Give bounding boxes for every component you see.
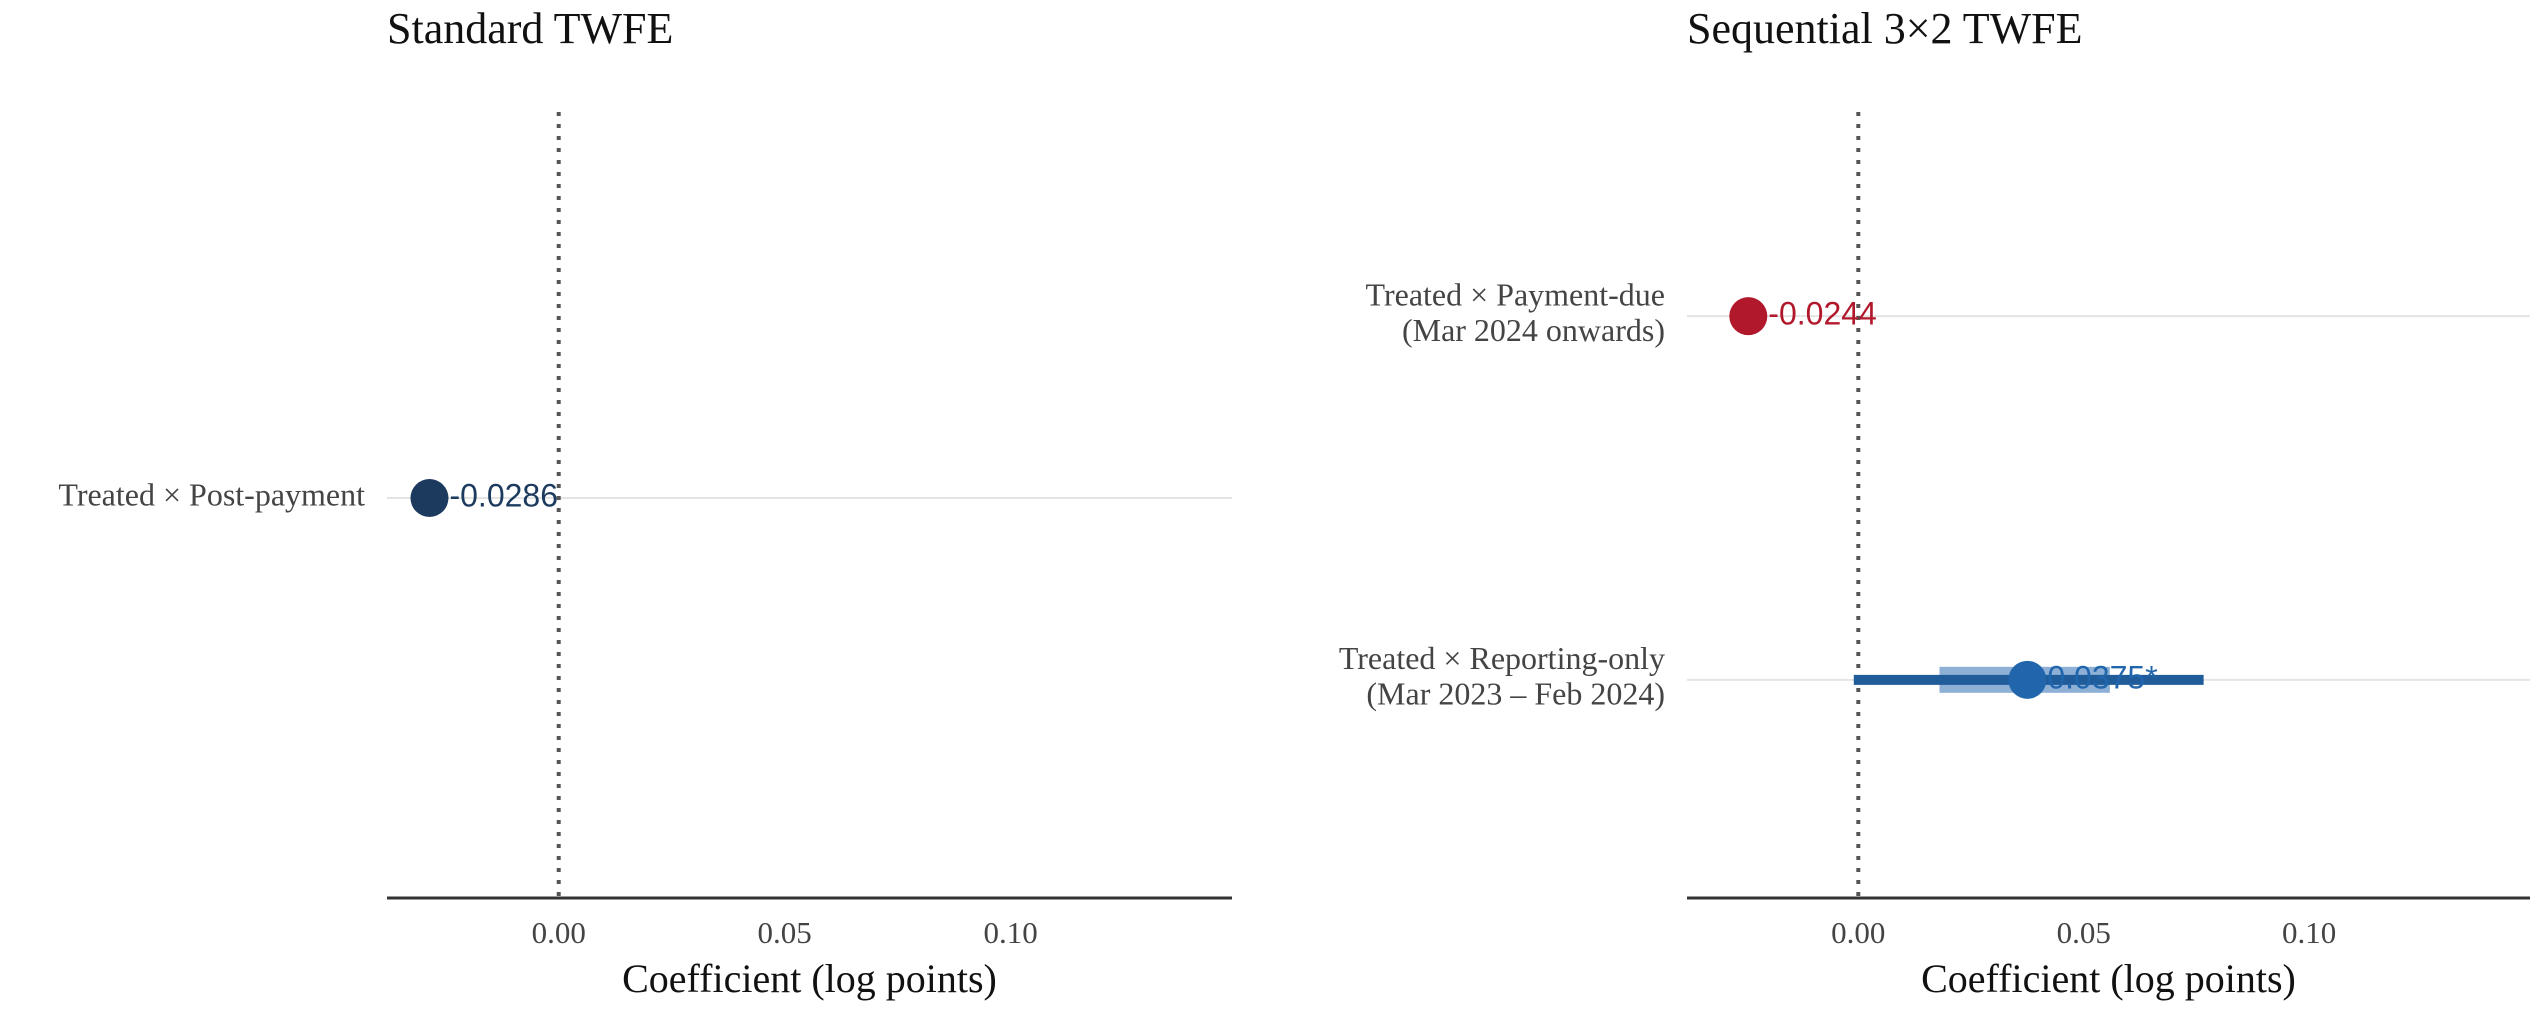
point: [410, 479, 449, 517]
value-label: 0.0375*: [2047, 659, 2157, 695]
category-label: Treated × Post-payment: [58, 476, 365, 512]
point: [2008, 660, 2047, 699]
x-axis-label: Coefficient (log points): [1921, 956, 2296, 1001]
x-tick-label: 0.10: [983, 915, 1037, 950]
x-tick-label: 0.05: [758, 915, 812, 950]
point: [1729, 297, 1768, 336]
x-tick-label: 0.10: [2282, 915, 2336, 950]
x-tick-label: 0.05: [2057, 915, 2111, 950]
chart-title: Standard TWFE: [387, 4, 673, 53]
category-label: Treated × Payment-due (Mar 2024 onwards): [1366, 277, 1665, 348]
x-axis-label: Coefficient (log points): [622, 956, 997, 1001]
x-tick-label: 0.00: [532, 915, 586, 950]
category-label: Treated × Reporting-only (Mar 2023 – Feb …: [1339, 641, 1665, 712]
value-label: -0.0244: [1768, 296, 1877, 332]
value-label: -0.0286: [449, 477, 558, 513]
x-tick-label: 0.00: [1831, 915, 1885, 950]
chart-title: Sequential 3×2 TWFE: [1687, 4, 2083, 53]
